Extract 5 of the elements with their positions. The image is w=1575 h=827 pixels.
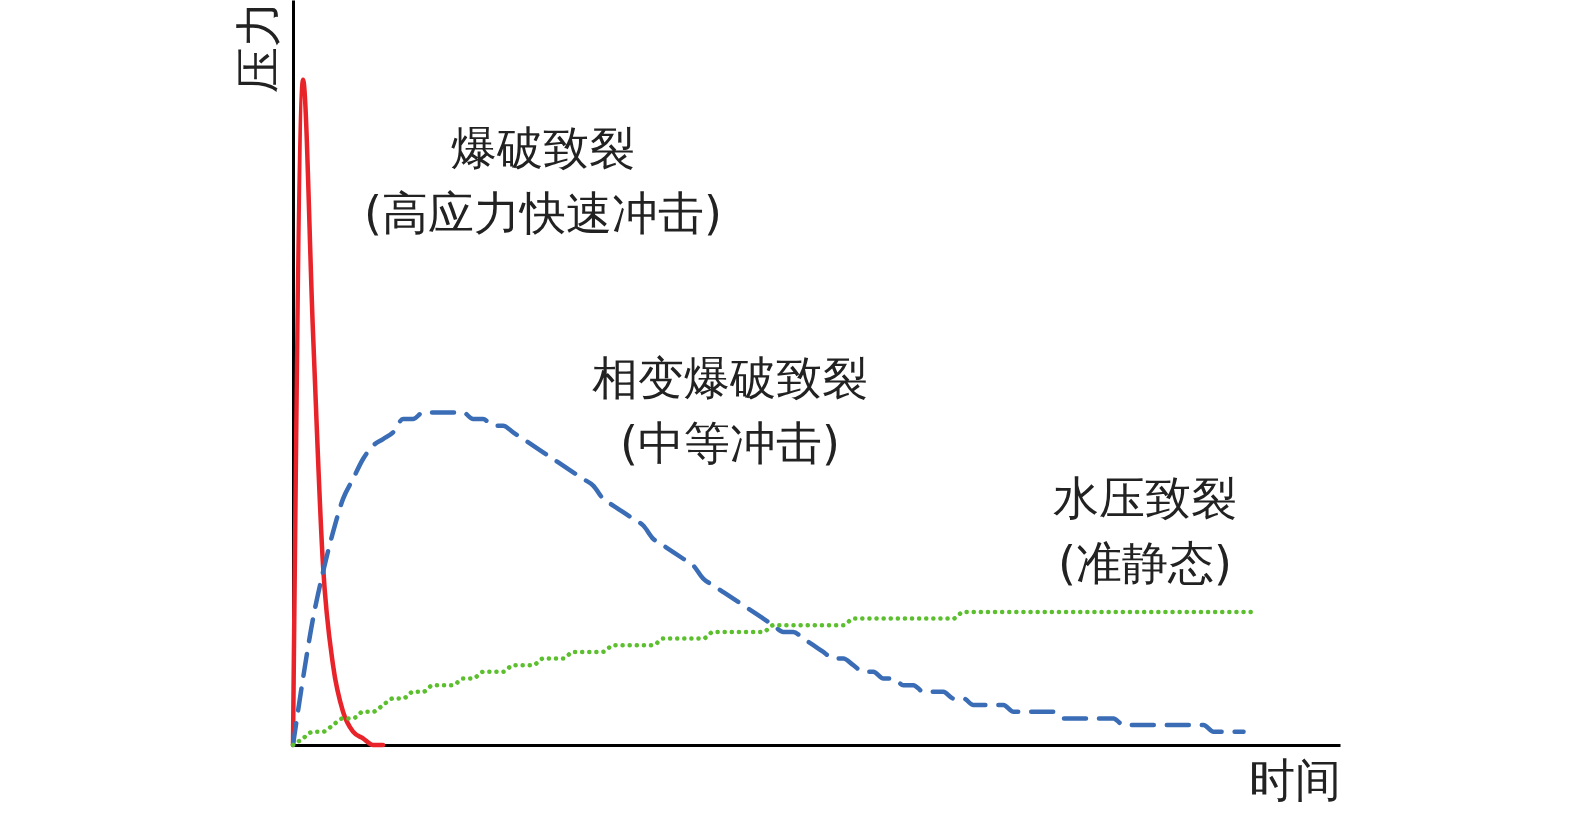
series-label: 相变爆破致裂 (中等冲击) (592, 351, 868, 470)
y-axis-title: 压力 (230, 0, 285, 93)
series-label: 水压致裂 (准静态) (1053, 471, 1237, 590)
x-axis-title: 时间 (1248, 752, 1341, 807)
series-label: 爆破致裂 (高应力快速冲击) (364, 121, 722, 240)
